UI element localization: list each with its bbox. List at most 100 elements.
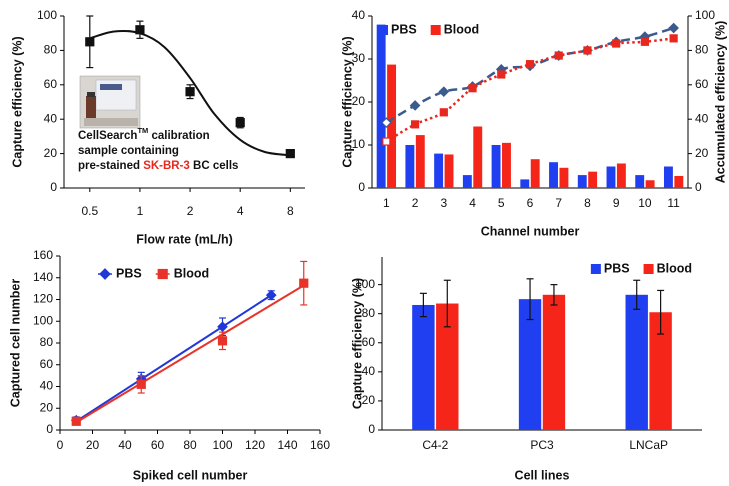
- y2-tick-label: 80: [695, 43, 709, 57]
- bar: [559, 167, 569, 188]
- annotation-text: SK-BR-3: [143, 160, 190, 172]
- y-tick-label: 100: [355, 277, 375, 291]
- x-tick-label: 1: [137, 204, 144, 218]
- legend-swatch: [378, 25, 388, 35]
- bar: [518, 299, 542, 430]
- x-tick-label: C4-2: [422, 438, 448, 452]
- marker: [409, 100, 421, 111]
- marker: [71, 416, 81, 426]
- error-bar: [526, 278, 534, 321]
- bar: [606, 166, 616, 188]
- bar: [376, 24, 386, 188]
- error-bar: [443, 279, 451, 328]
- x-tick-label: 8: [584, 196, 591, 210]
- marker: [669, 34, 678, 43]
- bar: [635, 175, 645, 188]
- legend-label: Blood: [174, 266, 209, 280]
- x-axis-label: Cell lines: [515, 468, 570, 482]
- y-axis-label: Captured cell number: [8, 279, 22, 408]
- y-tick-label: 80: [44, 43, 58, 57]
- bar: [473, 126, 483, 188]
- error-bar: [657, 289, 665, 335]
- y-tick-label: 80: [362, 306, 376, 320]
- y-tick-label: 10: [352, 137, 366, 151]
- marker: [85, 37, 95, 47]
- fit-line: [89, 29, 291, 157]
- y-axis-label: Capture efficiency (%): [350, 278, 364, 409]
- bar: [436, 303, 459, 430]
- inset-photo: [79, 75, 141, 129]
- bar: [542, 294, 566, 430]
- marker: [583, 46, 592, 55]
- x-tick-label: LNCaP: [629, 438, 668, 452]
- y-tick-label: 0: [50, 180, 57, 194]
- x-tick-label: 80: [183, 438, 197, 452]
- legend: PBS Blood: [378, 22, 479, 36]
- x-tick-label: 2: [412, 196, 419, 210]
- x-tick-label: 0.5: [81, 204, 98, 218]
- y-tick-label: 0: [368, 422, 375, 436]
- legend: PBS Blood: [98, 266, 209, 280]
- legend-swatch: [430, 25, 441, 35]
- marker: [438, 86, 450, 98]
- y-tick-label: 60: [362, 335, 376, 349]
- legend-label: PBS: [116, 266, 142, 280]
- marker: [136, 379, 146, 389]
- x-tick-label: 9: [613, 196, 620, 210]
- bar: [434, 153, 444, 188]
- bar: [625, 294, 648, 430]
- x-tick-label: 20: [86, 438, 100, 452]
- x-tick-label: 1: [383, 196, 390, 210]
- x-tick-label: 140: [277, 438, 297, 452]
- bar: [520, 179, 530, 188]
- annotation-text: TM: [137, 126, 148, 135]
- x-tick-label: 2: [187, 204, 194, 218]
- bar: [616, 163, 626, 188]
- x-tick-label: 7: [555, 196, 562, 210]
- y-tick-label: 100: [37, 8, 57, 22]
- marker: [185, 87, 195, 97]
- y-tick-label: 20: [352, 94, 366, 108]
- y-tick-label: 160: [33, 248, 53, 262]
- x-tick-label: 4: [237, 204, 244, 218]
- annotation-text: calibration: [148, 130, 209, 142]
- legend-marker: [99, 268, 111, 280]
- bar: [387, 64, 397, 188]
- y-tick-label: 60: [40, 357, 54, 371]
- x-tick-label: 60: [151, 438, 165, 452]
- y-tick-label: 140: [33, 270, 53, 284]
- x-tick-label: 11: [667, 196, 680, 210]
- marker: [439, 108, 448, 117]
- marker: [135, 25, 145, 35]
- y-tick-label: 40: [352, 8, 366, 22]
- bar: [530, 159, 540, 188]
- bar: [491, 145, 501, 188]
- legend-swatch: [643, 264, 654, 274]
- legend-marker: [157, 268, 168, 280]
- legend-label: PBS: [391, 22, 417, 36]
- fit-line: [75, 294, 272, 423]
- y-tick-label: 120: [33, 292, 53, 306]
- y2-tick-label: 60: [695, 77, 709, 91]
- y-tick-label: 40: [40, 379, 54, 393]
- bar: [412, 304, 435, 430]
- y-tick-label: 20: [40, 400, 54, 414]
- bar: [405, 145, 415, 188]
- marker: [640, 37, 650, 46]
- bar: [663, 166, 673, 188]
- bar: [462, 175, 472, 188]
- y-tick-label: 60: [44, 77, 58, 91]
- annotation-text: BC cells: [190, 160, 239, 172]
- y-tick-label: 40: [362, 364, 376, 378]
- y2-axis-label: Accumulated efficiency (%): [713, 21, 727, 184]
- bar: [645, 180, 655, 188]
- x-tick-label: 160: [310, 438, 330, 452]
- x-axis-label: Spiked cell number: [133, 468, 248, 482]
- x-tick-label: 3: [440, 196, 447, 210]
- x-tick-label: 10: [638, 196, 652, 210]
- x-tick-label: 100: [212, 438, 232, 452]
- y-tick-label: 0: [358, 180, 365, 194]
- bar: [444, 154, 454, 188]
- y-tick-label: 40: [44, 111, 58, 125]
- marker: [217, 321, 228, 333]
